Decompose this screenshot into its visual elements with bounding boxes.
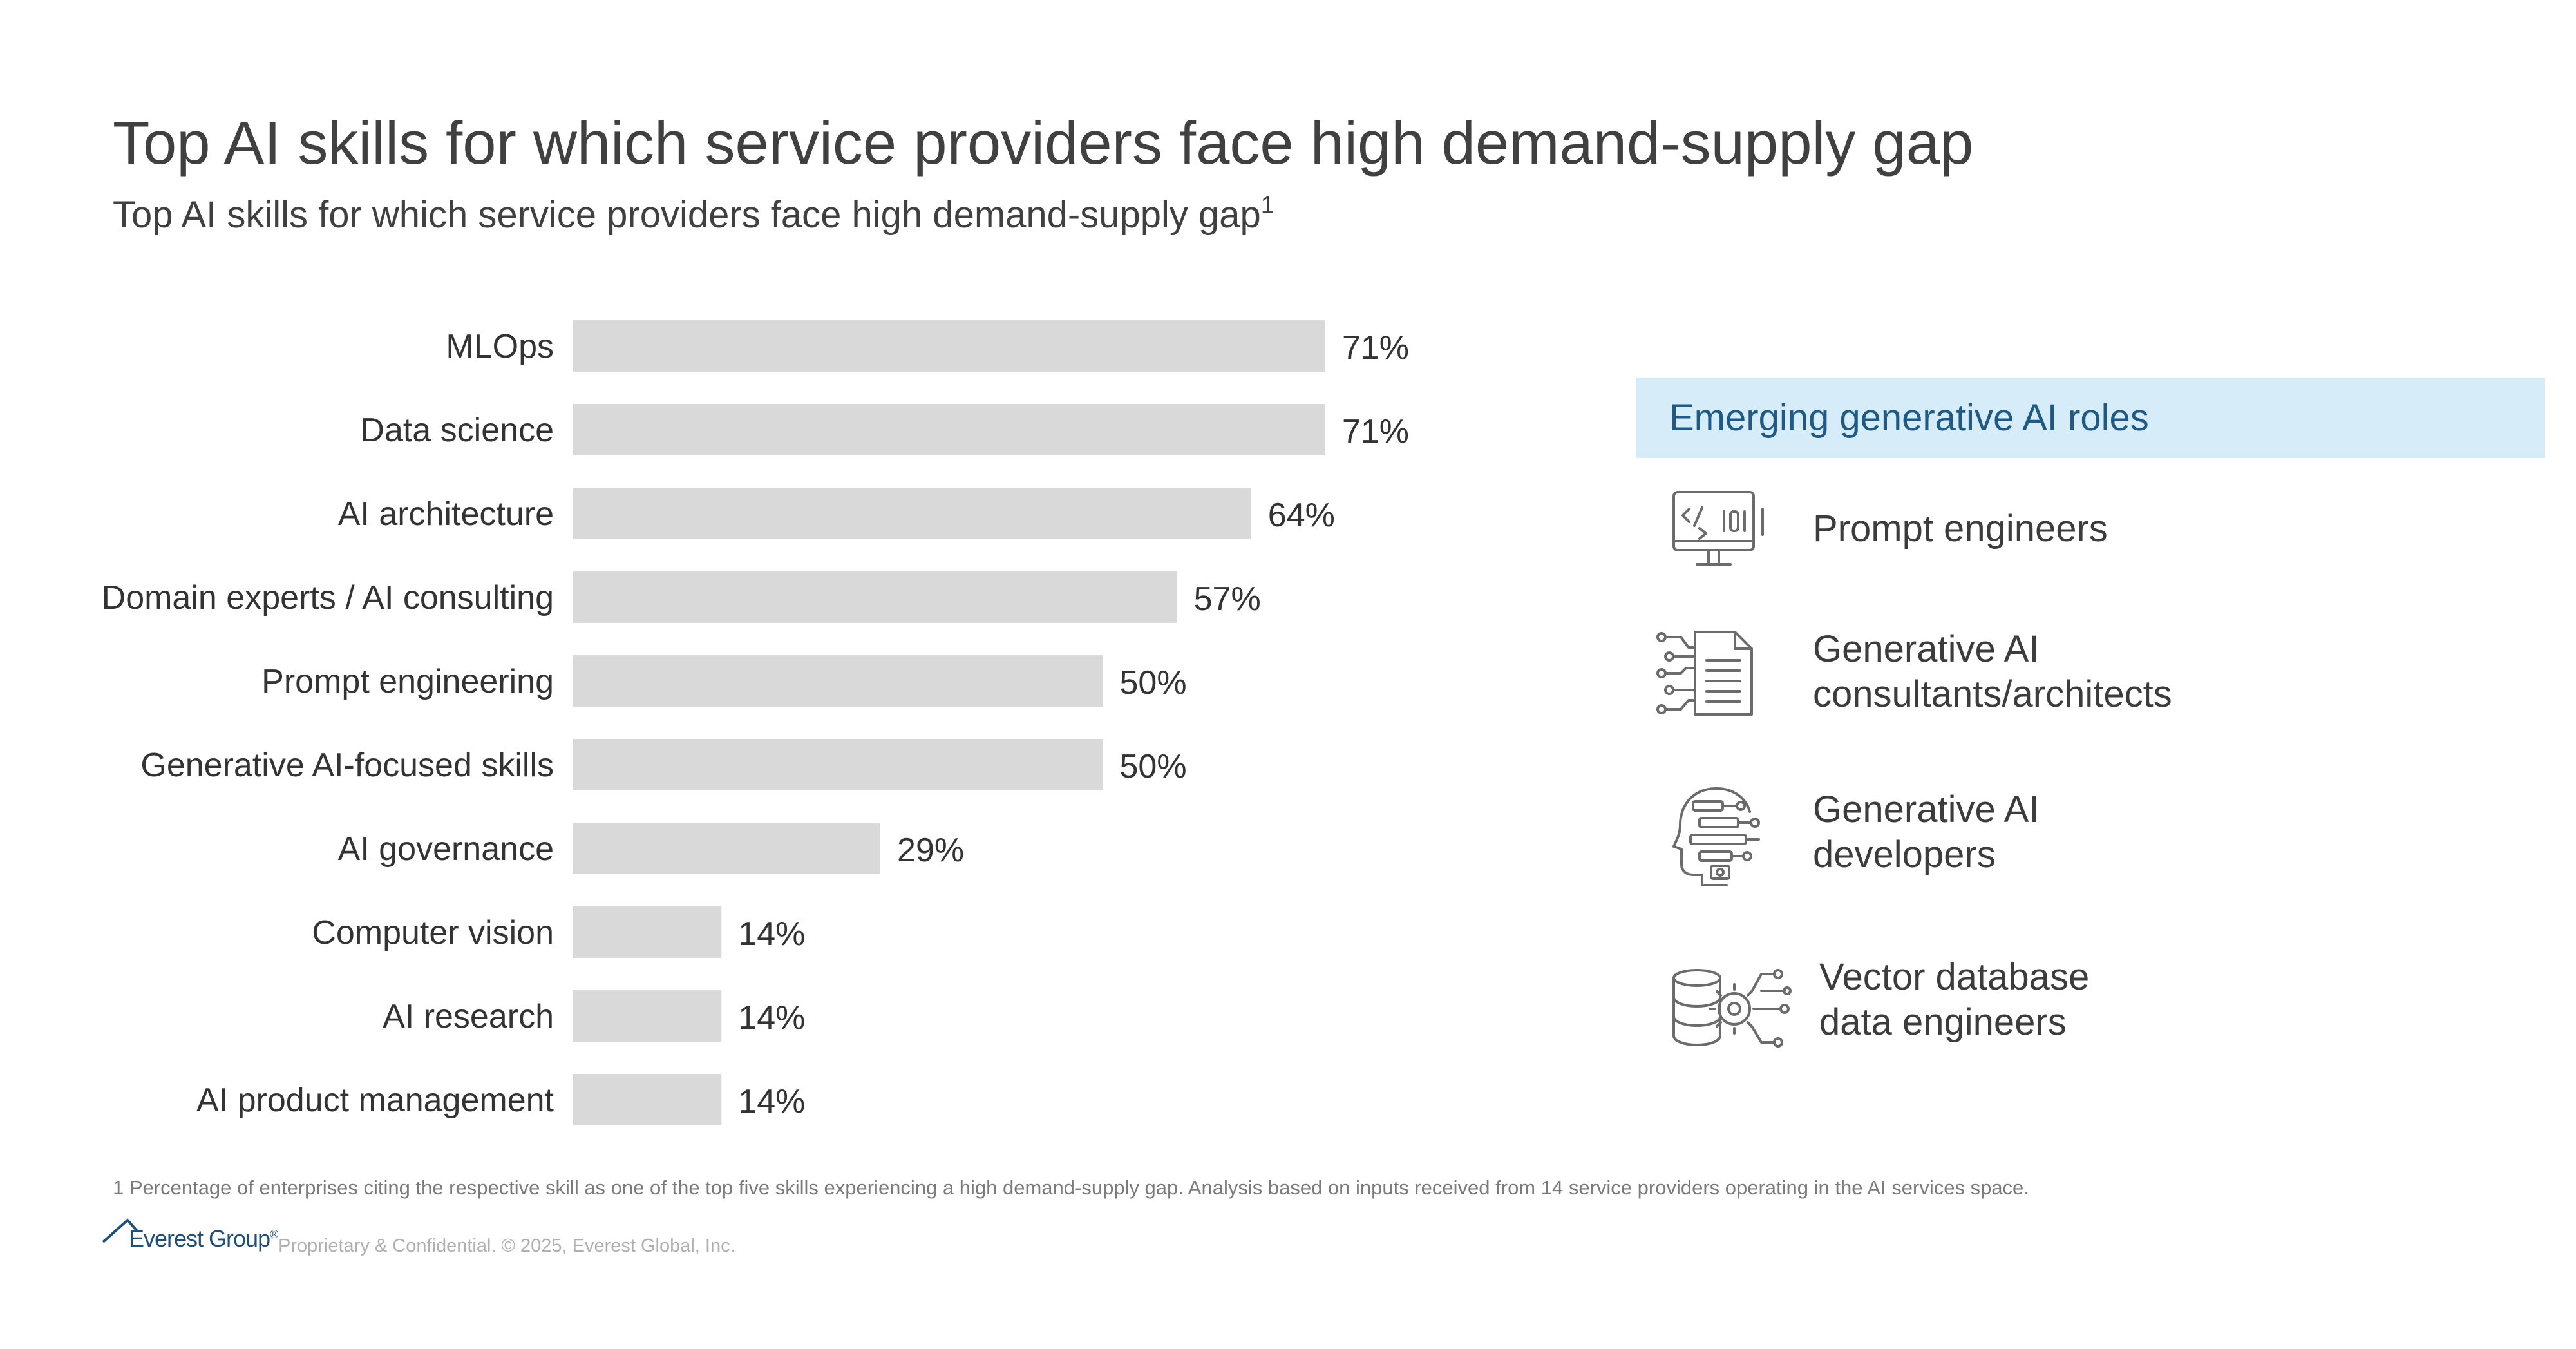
logo-wordmark: Everest Group <box>129 1225 270 1252</box>
category-label: MLOps <box>446 328 554 365</box>
value-label: 29% <box>897 832 964 869</box>
database-gear-icon <box>1671 965 1794 1049</box>
bar <box>573 906 722 958</box>
bar <box>573 488 1251 539</box>
role-line: Generative AI <box>1813 628 2040 670</box>
value-label: 14% <box>738 915 805 953</box>
bar <box>573 571 1177 623</box>
document-circuit-icon <box>1655 628 1758 718</box>
chart-subtitle-text: Top AI skills for which service provider… <box>113 194 1261 236</box>
footnote: 1 Percentage of enterprises citing the r… <box>113 1176 2029 1199</box>
value-label: 14% <box>738 999 805 1037</box>
bar <box>573 739 1103 790</box>
category-label: AI research <box>383 998 554 1035</box>
role-genai-developers: Generative AI developers <box>1813 787 2039 877</box>
value-label: 71% <box>1342 329 1409 367</box>
value-label: 64% <box>1268 497 1335 534</box>
everest-group-logo: Everest Group® <box>102 1218 278 1256</box>
copyright: Proprietary & Confidential. © 2025, Ever… <box>278 1236 735 1256</box>
role-vector-db-engineers: Vector database data engineers <box>1819 955 2089 1045</box>
category-label: Generative AI-focused skills <box>140 747 554 784</box>
category-label: Data science <box>360 412 554 449</box>
category-label: Domain experts / AI consulting <box>102 579 554 617</box>
role-line: Vector database <box>1819 956 2090 998</box>
logo-mountain-icon <box>102 1218 139 1243</box>
ai-head-icon <box>1671 785 1768 888</box>
code-monitor-icon <box>1671 490 1768 573</box>
role-line: Generative AI <box>1813 789 2040 830</box>
logo-registered-mark: ® <box>270 1228 278 1241</box>
category-label: Computer vision <box>312 914 554 952</box>
value-label: 57% <box>1194 580 1261 618</box>
bar <box>573 404 1325 455</box>
role-line: data engineers <box>1819 1001 2067 1043</box>
skills-bar-chart: MLOps 71% Data science 71% AI architecture 64… <box>102 320 1409 1125</box>
role-line: developers <box>1813 834 1996 875</box>
category-label: AI architecture <box>338 495 554 533</box>
role-genai-consultants: Generative AI consultants/architects <box>1813 627 2172 717</box>
category-label: Prompt engineering <box>261 663 554 700</box>
bar <box>573 655 1103 707</box>
value-label: 71% <box>1342 413 1409 450</box>
chart-subtitle: Top AI skills for which service provider… <box>113 192 1274 236</box>
bar <box>573 990 722 1042</box>
value-label: 50% <box>1120 748 1187 785</box>
bar <box>573 320 1325 372</box>
value-label: 50% <box>1120 664 1187 702</box>
logo-text: Everest Group® <box>129 1225 278 1252</box>
roles-panel-heading: Emerging generative AI roles <box>1636 378 2545 458</box>
bar <box>573 823 881 874</box>
role-line: consultants/architects <box>1813 673 2172 715</box>
role-line: Prompt engineers <box>1813 508 2108 550</box>
category-label: AI governance <box>338 830 554 868</box>
role-prompt-engineers: Prompt engineers <box>1813 506 2108 551</box>
category-label: AI product management <box>196 1082 554 1119</box>
footnote-marker: 1 <box>1260 192 1274 219</box>
value-label: 14% <box>738 1083 805 1120</box>
page-title: Top AI skills for which service provider… <box>113 109 1974 177</box>
bar <box>573 1074 722 1125</box>
